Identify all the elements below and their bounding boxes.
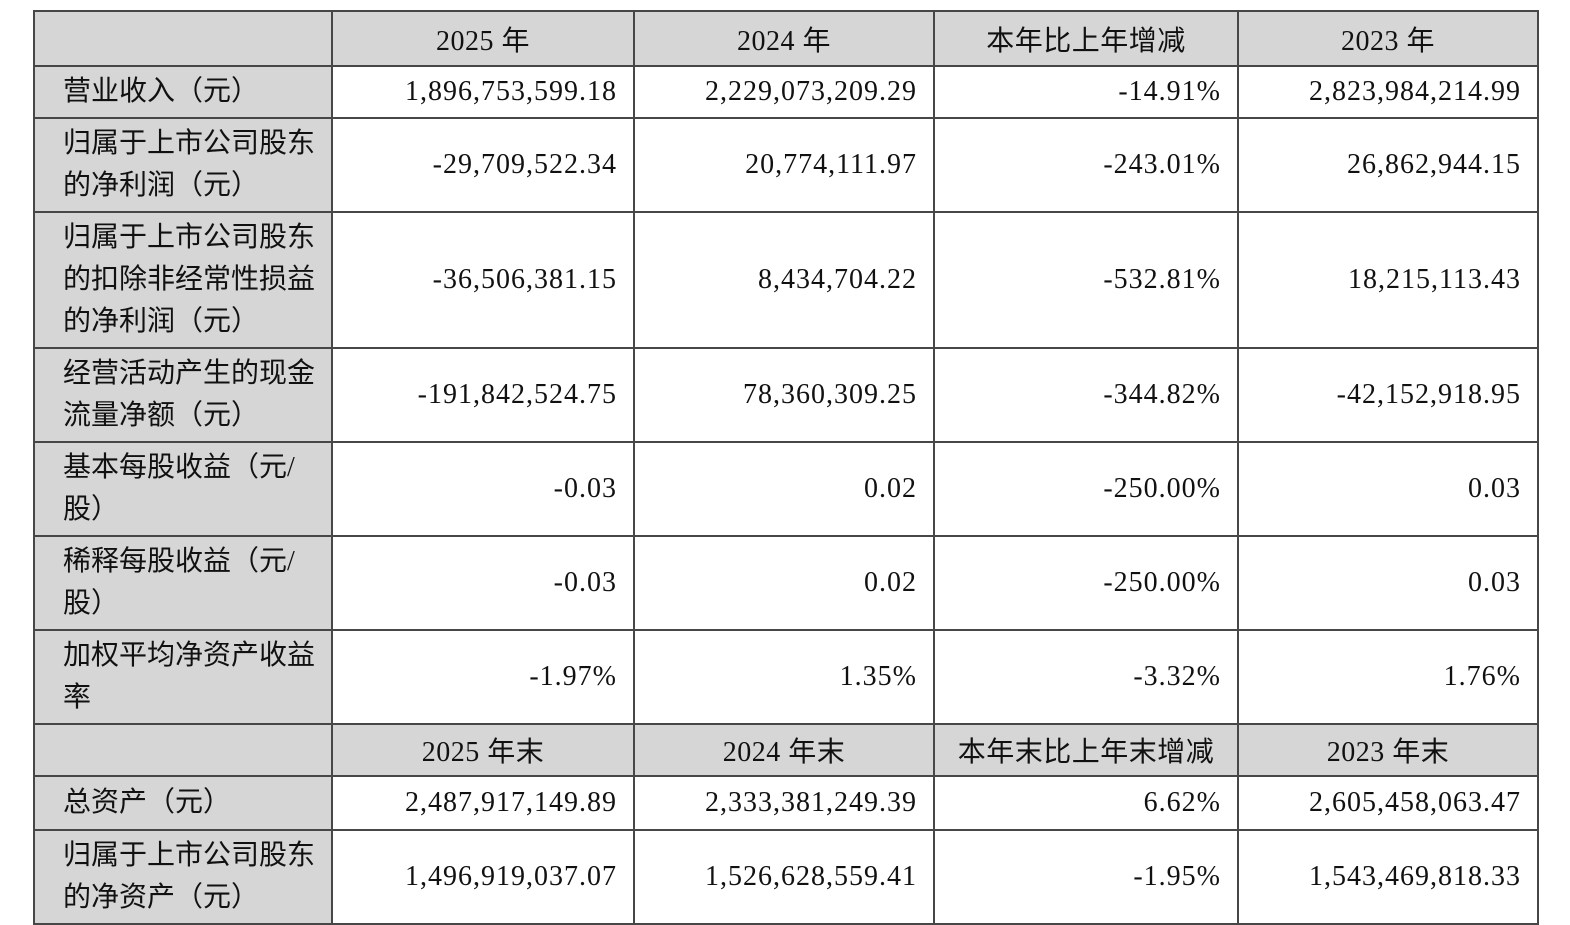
- table-row-net-profit: 归属于上市公司股东的净利润（元） -29,709,522.34 20,774,1…: [33, 117, 1539, 213]
- cell-yoy-change: -14.91%: [933, 65, 1239, 119]
- cell-2025-yearend: 1,496,919,037.07: [331, 829, 635, 925]
- header-row-annual: 2025 年 2024 年 本年比上年增减 2023 年: [33, 10, 1539, 67]
- row-label: 归属于上市公司股东的净利润（元）: [33, 117, 333, 213]
- cell-2023: 0.03: [1237, 441, 1539, 537]
- cell-2023: 1.76%: [1237, 629, 1539, 725]
- cell-2025: -0.03: [331, 535, 635, 631]
- cell-2024: 20,774,111.97: [633, 117, 935, 213]
- header-2025: 2025 年: [331, 10, 635, 67]
- cell-2023: 0.03: [1237, 535, 1539, 631]
- table-row-weighted-avg-roe: 加权平均净资产收益率 -1.97% 1.35% -3.32% 1.76%: [33, 629, 1539, 725]
- cell-2024-yearend: 1,526,628,559.41: [633, 829, 935, 925]
- table-row-total-assets: 总资产（元） 2,487,917,149.89 2,333,381,249.39…: [33, 775, 1539, 831]
- cell-2023: 2,823,984,214.99: [1237, 65, 1539, 119]
- row-label: 经营活动产生的现金流量净额（元）: [33, 347, 333, 443]
- cell-2025: -1.97%: [331, 629, 635, 725]
- header-2023: 2023 年: [1237, 10, 1539, 67]
- header-yearend-change: 本年末比上年末增减: [933, 723, 1239, 777]
- header-row-yearend: 2025 年末 2024 年末 本年末比上年末增减 2023 年末: [33, 723, 1539, 777]
- cell-2023-yearend: 2,605,458,063.47: [1237, 775, 1539, 831]
- header-corner-cell: [33, 10, 333, 67]
- header-2024-yearend: 2024 年末: [633, 723, 935, 777]
- cell-2025: -36,506,381.15: [331, 211, 635, 349]
- header-2024: 2024 年: [633, 10, 935, 67]
- cell-yoy-change: -344.82%: [933, 347, 1239, 443]
- cell-2024: 0.02: [633, 535, 935, 631]
- cell-2023-yearend: 1,543,469,818.33: [1237, 829, 1539, 925]
- table-row-basic-eps: 基本每股收益（元/股） -0.03 0.02 -250.00% 0.03: [33, 441, 1539, 537]
- cell-2023: 26,862,944.15: [1237, 117, 1539, 213]
- cell-yearend-change: -1.95%: [933, 829, 1239, 925]
- row-label: 稀释每股收益（元/股）: [33, 535, 333, 631]
- cell-2024: 78,360,309.25: [633, 347, 935, 443]
- header-2025-yearend: 2025 年末: [331, 723, 635, 777]
- cell-2024: 2,229,073,209.29: [633, 65, 935, 119]
- row-label: 归属于上市公司股东的扣除非经常性损益的净利润（元）: [33, 211, 333, 349]
- cell-yoy-change: -532.81%: [933, 211, 1239, 349]
- cell-2023: -42,152,918.95: [1237, 347, 1539, 443]
- table-row-net-assets: 归属于上市公司股东的净资产（元） 1,496,919,037.07 1,526,…: [33, 829, 1539, 925]
- cell-yoy-change: -243.01%: [933, 117, 1239, 213]
- row-label: 归属于上市公司股东的净资产（元）: [33, 829, 333, 925]
- header-2023-yearend: 2023 年末: [1237, 723, 1539, 777]
- table-row-net-profit-excl-nonrecurring: 归属于上市公司股东的扣除非经常性损益的净利润（元） -36,506,381.15…: [33, 211, 1539, 349]
- cell-2024-yearend: 2,333,381,249.39: [633, 775, 935, 831]
- cell-2023: 18,215,113.43: [1237, 211, 1539, 349]
- header-yoy-change: 本年比上年增减: [933, 10, 1239, 67]
- table-row-diluted-eps: 稀释每股收益（元/股） -0.03 0.02 -250.00% 0.03: [33, 535, 1539, 631]
- cell-2025: -191,842,524.75: [331, 347, 635, 443]
- row-label: 加权平均净资产收益率: [33, 629, 333, 725]
- table-row-revenue: 营业收入（元） 1,896,753,599.18 2,229,073,209.2…: [33, 65, 1539, 119]
- cell-yearend-change: 6.62%: [933, 775, 1239, 831]
- cell-2025-yearend: 2,487,917,149.89: [331, 775, 635, 831]
- cell-2025: -0.03: [331, 441, 635, 537]
- financial-summary-table: 2025 年 2024 年 本年比上年增减 2023 年 营业收入（元） 1,8…: [33, 10, 1539, 925]
- cell-yoy-change: -3.32%: [933, 629, 1239, 725]
- cell-2025: -29,709,522.34: [331, 117, 635, 213]
- table-row-operating-cash-flow: 经营活动产生的现金流量净额（元） -191,842,524.75 78,360,…: [33, 347, 1539, 443]
- cell-2024: 8,434,704.22: [633, 211, 935, 349]
- row-label: 基本每股收益（元/股）: [33, 441, 333, 537]
- row-label: 营业收入（元）: [33, 65, 333, 119]
- cell-yoy-change: -250.00%: [933, 441, 1239, 537]
- cell-2024: 1.35%: [633, 629, 935, 725]
- header-corner-cell: [33, 723, 333, 777]
- cell-yoy-change: -250.00%: [933, 535, 1239, 631]
- cell-2024: 0.02: [633, 441, 935, 537]
- cell-2025: 1,896,753,599.18: [331, 65, 635, 119]
- row-label: 总资产（元）: [33, 775, 333, 831]
